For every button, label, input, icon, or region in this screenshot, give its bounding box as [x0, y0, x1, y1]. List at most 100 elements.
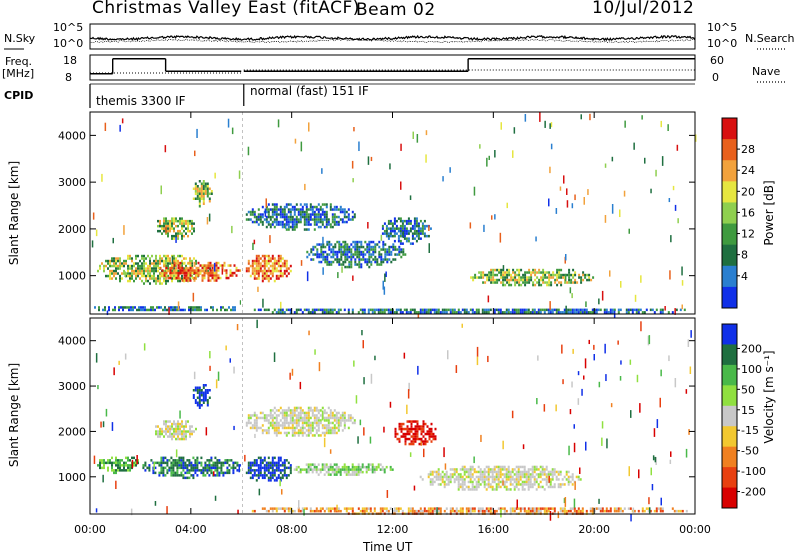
heatmap-cell	[411, 237, 414, 240]
heatmap-cell	[160, 466, 163, 470]
heatmap-cell	[218, 471, 221, 475]
heatmap-cell	[157, 430, 159, 433]
heatmap-cell	[322, 255, 325, 259]
heatmap-cell	[353, 421, 356, 425]
heatmap-cell	[346, 245, 349, 249]
heatmap-cell	[157, 229, 159, 233]
heatmap-cell	[165, 262, 167, 265]
heatmap-cell	[402, 231, 405, 239]
heatmap-cell	[474, 276, 477, 279]
heatmap-cell	[165, 266, 168, 270]
heatmap-cell	[503, 473, 506, 476]
heatmap-cell	[106, 310, 109, 316]
heatmap-cell	[457, 488, 460, 491]
heatmap-cell	[413, 232, 416, 235]
heatmap-cell	[223, 261, 226, 265]
colorbar-tick-label: 200	[741, 342, 762, 355]
heatmap-cell	[305, 507, 308, 510]
heatmap-cell	[445, 311, 448, 314]
heatmap-cell	[187, 271, 190, 275]
heatmap-cell	[277, 208, 280, 211]
heatmap-cell	[177, 237, 179, 240]
heatmap-cell	[301, 210, 304, 214]
heatmap-cell	[362, 253, 365, 256]
heatmap-cell	[194, 182, 197, 185]
heatmap-cell	[189, 435, 191, 438]
heatmap-cell	[423, 448, 425, 458]
heatmap-cell	[427, 234, 430, 238]
heatmap-cell	[380, 253, 383, 256]
heatmap-cell	[610, 403, 613, 408]
heatmap-cell	[413, 227, 416, 230]
heatmap-cell	[155, 432, 157, 436]
heatmap-cell	[313, 406, 316, 410]
heatmap-cell	[398, 250, 401, 254]
heatmap-cell	[171, 435, 173, 438]
heatmap-cell	[114, 306, 116, 309]
heatmap-cell	[529, 468, 532, 471]
heatmap-cell	[364, 260, 367, 264]
heatmap-cell	[505, 475, 508, 479]
heatmap-cell	[529, 485, 532, 489]
heatmap-cell	[309, 223, 312, 226]
heatmap-cell	[340, 250, 343, 254]
heatmap-cell	[331, 426, 334, 430]
heatmap-cell	[255, 421, 258, 425]
heatmap-cell	[624, 120, 626, 128]
heatmap-cell	[426, 425, 429, 428]
heatmap-cell	[204, 461, 207, 465]
heatmap-cell	[532, 268, 535, 272]
heatmap-cell	[518, 271, 521, 274]
heatmap-cell	[383, 308, 386, 312]
heatmap-cell	[407, 232, 410, 235]
heatmap-cell	[326, 260, 329, 264]
heatmap-cell	[181, 432, 183, 436]
heatmap-cell	[143, 282, 145, 285]
heatmap-cell	[297, 213, 300, 216]
heatmap-cell	[628, 466, 630, 477]
heatmap-cell	[293, 228, 296, 231]
y-tick-label: 4000	[58, 335, 86, 348]
heatmap-cell	[137, 274, 139, 278]
heatmap-cell	[530, 273, 533, 277]
heatmap-cell	[425, 308, 428, 312]
heatmap-cell	[420, 427, 423, 431]
heatmap-cell	[128, 308, 130, 312]
heatmap-cell	[336, 250, 339, 254]
heatmap-cell	[103, 459, 105, 462]
heatmap-cell	[111, 464, 113, 467]
heatmap-cell	[382, 258, 385, 261]
heatmap-cell	[249, 471, 252, 475]
heatmap-cell	[575, 308, 578, 312]
heatmap-cell	[287, 225, 290, 229]
heatmap-cell	[279, 254, 282, 258]
heatmap-cell	[281, 461, 284, 465]
heatmap-cell	[204, 474, 207, 477]
heatmap-cell	[137, 267, 139, 270]
heatmap-cell	[471, 308, 474, 312]
heatmap-cell	[191, 259, 193, 263]
colorbar-tick-label: 16	[741, 206, 755, 219]
heatmap-cell	[572, 276, 575, 279]
heatmap-cell	[486, 273, 489, 277]
heatmap-cell	[317, 203, 320, 206]
heatmap-cell	[406, 427, 409, 431]
heatmap-cell	[160, 471, 163, 475]
heatmap-cell	[209, 365, 211, 371]
heatmap-cell	[281, 424, 284, 427]
heatmap-cell	[355, 465, 358, 469]
heatmap-cell	[99, 267, 101, 270]
heatmap-cell	[348, 255, 351, 259]
heatmap-cell	[125, 259, 127, 263]
heatmap-cell	[152, 306, 154, 309]
heatmap-cell	[531, 475, 534, 479]
heatmap-cell	[585, 301, 587, 308]
heatmap-cell	[519, 507, 522, 510]
heatmap-cell	[369, 463, 372, 466]
heatmap-cell	[181, 430, 183, 433]
heatmap-cell	[175, 262, 177, 265]
heatmap-cell	[661, 507, 664, 510]
heatmap-cell	[415, 234, 418, 238]
heatmap-cell	[497, 478, 500, 481]
heatmap-cell	[283, 208, 286, 211]
